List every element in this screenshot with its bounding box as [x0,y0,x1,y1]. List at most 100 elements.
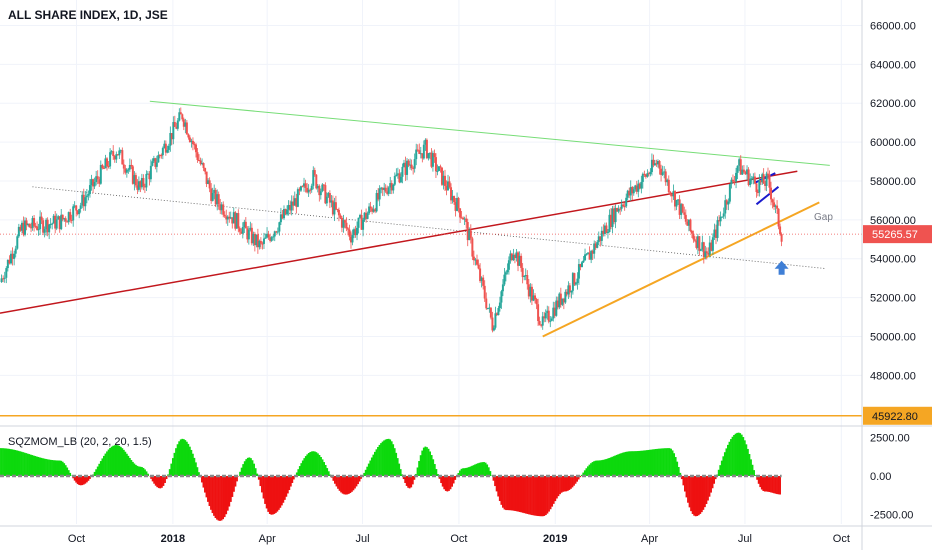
candle-body [411,165,413,168]
momentum-bar [245,459,247,476]
candle-body [436,171,438,172]
candle-body [101,165,103,168]
momentum-bar [80,476,82,485]
momentum-bar [36,457,38,476]
candle-body [127,169,129,170]
momentum-bar [445,476,447,491]
candle-body [735,173,737,182]
momentum-bar [707,476,709,501]
momentum-bar [340,476,342,492]
momentum-bar [725,448,727,476]
momentum-bar [19,451,21,476]
momentum-bar [161,476,163,488]
momentum-bar [742,437,744,476]
momentum-bar [590,463,592,476]
candle-body [692,234,694,240]
candle-body [394,176,396,185]
last-price-tag-label: 55265.57 [872,229,918,241]
momentum-bar [556,476,558,498]
candle-body [347,228,349,229]
candle-body [607,232,609,233]
momentum-bar [180,439,182,476]
candle-body [706,251,708,253]
momentum-bar [108,450,110,476]
momentum-bar [423,448,425,476]
candle-body [754,177,756,184]
momentum-bar [159,476,161,488]
candle-body [277,232,279,233]
candle-body [162,148,164,155]
candle-body [222,204,224,214]
candle-body [485,299,487,309]
momentum-bar [264,476,266,504]
candle-body [584,254,586,260]
momentum-bar [695,476,697,516]
candle-body [683,212,685,214]
candle-body [51,224,53,225]
momentum-bar [730,439,732,476]
momentum-bar [750,459,752,476]
momentum-bar [735,434,737,476]
momentum-bar [709,476,711,497]
candle-body [625,198,627,207]
candle-body [729,184,731,201]
candle-body [500,291,502,302]
candle-body [89,185,91,194]
candle-body [685,215,687,222]
momentum-bar [669,448,671,476]
price-tick-label: 50000.00 [870,332,916,344]
candle-body [545,313,547,318]
candle-body [586,254,588,255]
candle-body [776,206,778,209]
momentum-bar [451,476,453,487]
momentum-bar [747,449,749,476]
momentum-bar [163,476,165,486]
momentum-bar [342,476,344,494]
price-tick-label: 48000.00 [870,370,916,382]
momentum-bar [320,457,322,476]
candle-body [583,261,585,263]
momentum-bar [14,450,16,476]
candle-body [72,206,74,220]
momentum-bar [27,454,29,476]
rising-support-line [0,171,797,313]
candle-body [311,186,313,190]
momentum-bar [587,466,589,476]
momentum-bar [564,476,566,491]
candle-body [642,174,644,182]
candle-body [272,236,274,237]
momentum-bar [349,476,351,493]
candle-body [423,145,425,159]
candle-body [499,303,501,308]
candle-body [549,321,551,322]
candle-body [669,192,671,194]
momentum-bar [548,476,550,512]
candle-body [305,183,307,187]
candle-body [494,313,496,327]
candle-body [551,319,553,321]
momentum-bar [486,464,488,476]
upper-channel-line [150,101,830,165]
candle-body [767,174,769,175]
price-tick-label: 54000.00 [870,254,916,266]
momentum-bar [595,461,597,476]
momentum-bar [51,460,53,476]
momentum-bar [739,433,741,476]
momentum-bar [673,453,675,476]
momentum-bar [224,476,226,517]
momentum-bar [567,476,569,491]
momentum-bar [5,448,7,476]
momentum-bar [431,455,433,476]
candle-body [166,150,168,153]
momentum-bar [570,476,572,489]
candle-body [727,202,729,205]
momentum-bar [323,462,325,476]
candle-body [749,179,751,185]
candle-body [326,197,328,204]
candle-body [458,198,460,208]
momentum-bar [446,476,448,491]
price-tick-label: 66000.00 [870,20,916,32]
candle-body [265,238,267,239]
